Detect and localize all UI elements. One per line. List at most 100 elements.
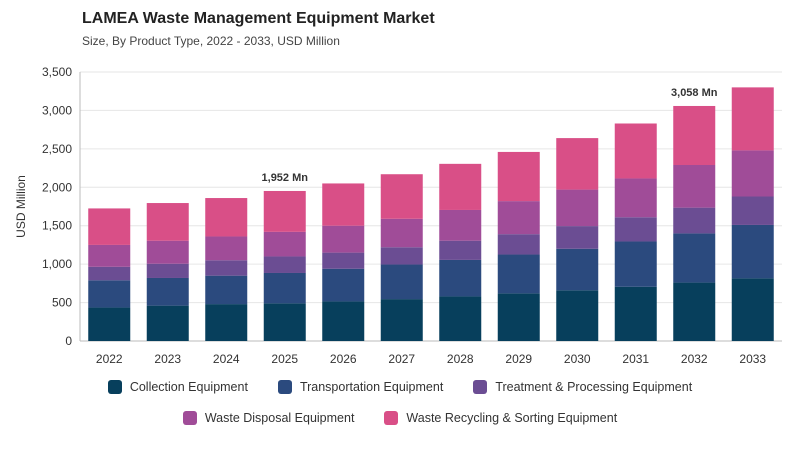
bar-segment [673,207,716,234]
bar-segment [439,209,482,241]
bar-segment [263,303,306,341]
legend-swatch [473,380,488,394]
bar-segment [556,290,599,341]
y-tick-label: 2,500 [42,142,72,156]
data-label: 3,058 Mn [671,87,718,99]
bar-segment [673,282,716,341]
legend-swatch [182,411,197,425]
bar-segment [205,304,248,341]
legend-swatch [107,380,122,394]
y-tick-label: 2,000 [42,180,72,194]
x-tick-label: 2026 [330,352,357,366]
bar-segment [205,236,248,261]
bar-segment [673,164,716,208]
bar-segment [322,225,365,253]
legend-swatch [277,380,292,394]
bar-segment [380,299,423,341]
legend-label: Transportation Equipment [299,380,444,394]
chart-subtitle: Size, By Product Type, 2022 - 2033, USD … [82,34,340,48]
bar-segment [439,259,482,297]
bar-segment [380,247,423,265]
bar-segment [439,240,482,260]
bar-segment [731,87,774,151]
legend: Collection Equipment Transportation Equip… [0,380,800,442]
legend-item: Collection Equipment [107,380,248,394]
bar-segment [380,264,423,300]
x-tick-label: 2030 [564,352,591,366]
bar-segment [731,224,774,279]
bar-segment [88,307,131,341]
stacked-bar-chart: 0 500 1,000 1,500 2,000 2,500 3,000 3,500 USD Mi… [14,65,782,366]
bar-segment [497,151,540,202]
y-tick-label: 3,000 [42,103,72,117]
bar-segment [614,217,657,242]
legend-item: Transportation Equipment [277,380,444,394]
y-tick-label: 500 [52,296,72,310]
data-label: 1,952 Mn [262,172,309,184]
legend-label: Collection Equipment [129,380,248,394]
x-tick-label: 2025 [271,352,298,366]
bar-segment [322,183,365,226]
x-tick-label: 2023 [154,352,181,366]
bar-segment [556,189,599,227]
x-tick-label: 2027 [388,352,415,366]
bar-segment [205,260,248,276]
legend-swatch [384,411,399,425]
bar-segment [263,256,306,273]
bar-segment [614,241,657,287]
bar-segment [88,208,131,245]
legend-item: Treatment & Processing Equipment [473,380,692,394]
bar-segment [439,163,482,210]
bar-segment [731,150,774,197]
bar-segment [146,263,189,278]
bar-segment [88,280,131,308]
bar-segment [556,226,599,249]
legend-label: Treatment & Processing Equipment [495,380,693,394]
x-tick-label: 2029 [505,352,532,366]
bar-segment [205,275,248,305]
bar-segment [439,296,482,341]
bar-segment [380,218,423,248]
y-tick-label: 3,500 [42,65,72,79]
bar-segment [497,254,540,294]
legend-item: Waste Disposal Equipment [182,411,354,425]
y-tick-label: 1,000 [42,257,72,271]
bar-segment [614,178,657,218]
bar-segment [146,203,189,241]
bar-segment [731,196,774,225]
bar-segment [497,201,540,235]
bar-segment [497,293,540,341]
bar-segment [731,278,774,341]
x-tick-label: 2022 [96,352,123,366]
bar-segment [88,244,131,267]
x-tick-label: 2033 [739,352,766,366]
bar-segment [263,231,306,257]
bar-segment [556,248,599,291]
y-tick-label: 1,500 [42,219,72,233]
bar-segment [380,174,423,219]
bar-segment [88,266,131,281]
y-axis-label: USD Million [14,175,28,238]
bar-segment [497,234,540,255]
x-tick-label: 2024 [213,352,240,366]
bar-segment [673,233,716,283]
y-tick-label: 0 [65,334,72,348]
bar-segment [556,138,599,190]
bar-segment [322,268,365,302]
bar-segment [614,286,657,341]
bar-segment [263,190,306,232]
legend-item: Waste Recycling & Sorting Equipment [384,411,617,425]
bar-segment [205,198,248,237]
bar-segment [146,277,189,306]
x-tick-label: 2031 [622,352,649,366]
legend-label: Waste Recycling & Sorting Equipment [406,411,618,425]
bar-segment [614,123,657,179]
bar-segment [263,272,306,304]
bar-segment [673,105,716,165]
x-tick-label: 2032 [681,352,708,366]
bar-segment [322,252,365,269]
chart-title: LAMEA Waste Management Equipment Market [82,10,435,27]
bar-segment [322,301,365,341]
x-tick-label: 2028 [447,352,474,366]
bar-segment [146,305,189,341]
